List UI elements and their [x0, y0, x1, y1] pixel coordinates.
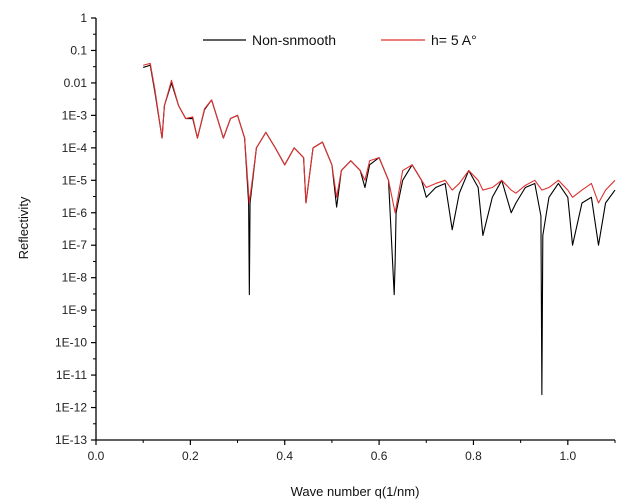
x-axis-title: Wave number q(1/nm) — [291, 484, 420, 499]
x-tick-label: 0.2 — [182, 449, 199, 463]
y-tick-label: 1E-7 — [62, 238, 88, 252]
axes — [95, 18, 615, 441]
y-tick-label: 1E-11 — [56, 368, 87, 382]
x-ticks: 0.0 0.2 0.4 0.6 0.8 1.0 — [88, 440, 616, 463]
y-tick-label: 0.01 — [64, 76, 88, 90]
y-tick-label: 1E-5 — [62, 173, 88, 187]
y-axis-title: Reflectivity — [16, 196, 31, 259]
y-tick-label: 1E-12 — [55, 401, 87, 415]
y-ticks: 1 0.1 0.01 1E-3 1E-4 1E-5 1E-6 1E-7 1E-8 1E-9 1E-1… — [55, 11, 96, 447]
x-tick-label: 0.4 — [276, 449, 293, 463]
x-tick-label: 0.0 — [88, 449, 105, 463]
y-tick-label: 1E-3 — [62, 108, 88, 122]
series-line-non-smooth — [143, 64, 616, 396]
y-tick-label: 1E-8 — [62, 271, 88, 285]
y-tick-label: 1E-9 — [62, 303, 88, 317]
y-tick-label: 0.1 — [70, 43, 87, 57]
legend-label-h5: h= 5 A° — [431, 32, 477, 48]
x-tick-label: 0.8 — [465, 449, 482, 463]
y-tick-label: 1E-4 — [62, 141, 88, 155]
y-tick-label: 1E-10 — [55, 336, 87, 350]
series-line-h5 — [143, 62, 616, 214]
legend: Non-snmooth h= 5 A° — [203, 32, 477, 48]
y-tick-label: 1E-13 — [55, 433, 87, 447]
y-tick-label: 1E-6 — [62, 206, 88, 220]
y-tick-label: 1 — [80, 11, 87, 25]
x-tick-label: 0.6 — [371, 449, 388, 463]
x-tick-label: 1.0 — [559, 449, 576, 463]
legend-label-non-smooth: Non-snmooth — [252, 32, 336, 48]
series-layer — [143, 62, 616, 396]
